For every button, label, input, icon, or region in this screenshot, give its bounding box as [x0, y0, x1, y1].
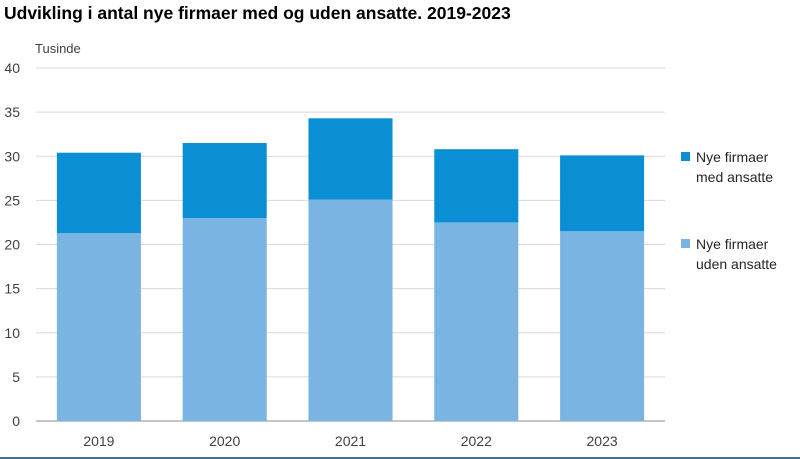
- bars: [56, 118, 645, 421]
- x-tick-label: 2020: [209, 433, 240, 449]
- y-tick-label: 30: [4, 148, 20, 164]
- x-tick-label: 2023: [587, 433, 618, 449]
- bar-segment-med-2019: [56, 152, 141, 234]
- y-axis-unit-label: Tusinde: [35, 41, 81, 56]
- bottom-rule: [0, 457, 800, 459]
- x-tick-label: 2022: [461, 433, 492, 449]
- x-axis-ticks: 2019 2020 2021 2022 2023: [83, 433, 618, 449]
- legend-swatch: [681, 239, 690, 248]
- y-tick-label: 40: [4, 60, 20, 76]
- bar-segment-uden-2022: [434, 222, 519, 421]
- y-tick-label: 20: [4, 237, 20, 253]
- y-tick-label: 25: [4, 192, 20, 208]
- y-tick-label: 5: [12, 369, 20, 385]
- y-tick-label: 0: [12, 413, 20, 429]
- y-tick-label: 15: [4, 281, 20, 297]
- legend-swatch: [681, 152, 690, 161]
- bar-segment-med-2020: [182, 143, 267, 219]
- bar-segment-uden-2019: [56, 233, 141, 421]
- x-tick-label: 2019: [83, 433, 114, 449]
- legend-label: uden ansatte: [696, 256, 777, 272]
- y-tick-label: 35: [4, 104, 20, 120]
- legend-label: Nye firmaer: [696, 149, 769, 165]
- bar-segment-med-2022: [434, 149, 519, 223]
- chart-title: Udvikling i antal nye firmaer med og ude…: [4, 3, 511, 23]
- x-tick-label: 2021: [335, 433, 366, 449]
- legend-label: Nye firmaer: [696, 236, 769, 252]
- bar-segment-uden-2020: [182, 218, 267, 421]
- bar-segment-med-2023: [560, 155, 645, 232]
- legend-label: med ansatte: [696, 169, 773, 185]
- legend: Nye firmaer med ansatte Nye firmaer uden an…: [681, 149, 777, 272]
- bar-segment-med-2021: [308, 118, 393, 200]
- bar-segment-uden-2023: [560, 231, 645, 421]
- y-axis-ticks: 0 5 10 15 20 25 30 35 40: [4, 60, 20, 429]
- y-tick-label: 10: [4, 325, 20, 341]
- bar-segment-uden-2021: [308, 199, 393, 421]
